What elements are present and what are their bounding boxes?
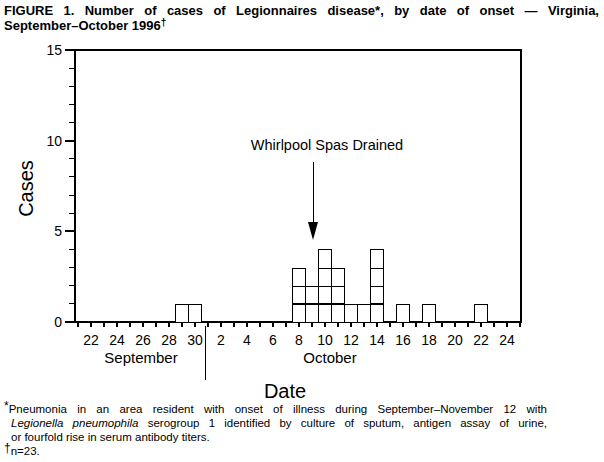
y-axis-minor-tick <box>69 195 74 196</box>
case-box <box>370 249 384 268</box>
case-box <box>357 304 371 323</box>
x-axis-tick <box>233 322 235 327</box>
footnote-1-line-3: or fourfold rise in serum antibody titer… <box>4 430 547 444</box>
y-axis-minor-tick <box>69 68 74 69</box>
case-box <box>331 304 345 323</box>
x-axis-tick-label: 4 <box>243 332 251 348</box>
case-box <box>175 304 189 323</box>
x-axis-tick-label: 18 <box>421 332 437 348</box>
x-axis-tick <box>77 322 79 327</box>
case-box <box>188 304 202 323</box>
case-box <box>370 304 384 323</box>
annotation-label: Whirlpool Spas Drained <box>251 137 403 153</box>
x-axis-tick <box>142 322 144 327</box>
y-axis-tick <box>65 49 74 51</box>
y-axis-tick-label: 15 <box>34 42 62 58</box>
x-axis-tick <box>116 322 118 327</box>
case-box <box>318 268 332 287</box>
x-axis-tick <box>168 322 170 327</box>
case-box <box>370 268 384 287</box>
y-axis-minor-tick <box>69 249 74 250</box>
case-box <box>292 304 306 323</box>
x-axis-tick-label: 12 <box>343 332 359 348</box>
y-axis-tick <box>65 321 74 323</box>
x-axis-tick <box>441 322 443 327</box>
x-axis-tick-label: 30 <box>187 332 203 348</box>
x-axis-tick <box>90 322 92 327</box>
month-divider-line <box>205 326 206 380</box>
footnote-1-line-2: Legionella pneumophila serogroup 1 ident… <box>4 416 547 430</box>
footnotes: *Pneumonia in an area resident with onse… <box>4 402 547 458</box>
x-axis-tick <box>415 322 417 327</box>
month-label-september: September <box>104 349 177 366</box>
y-axis-minor-tick <box>69 158 74 159</box>
y-axis-minor-tick <box>69 104 74 105</box>
case-box <box>318 304 332 323</box>
x-axis-tick <box>103 322 105 327</box>
x-axis-tick <box>467 322 469 327</box>
case-box <box>344 304 358 323</box>
x-axis-tick <box>272 322 274 327</box>
footnote-1-line-1: *Pneumonia in an area resident with onse… <box>4 402 547 416</box>
stack-divider-line <box>370 303 384 305</box>
case-box <box>305 304 319 323</box>
x-axis-tick-label: 24 <box>109 332 125 348</box>
x-axis-tick-label: 6 <box>269 332 277 348</box>
y-axis-minor-tick <box>69 122 74 123</box>
x-axis-tick <box>246 322 248 327</box>
x-axis-tick-label: 14 <box>369 332 385 348</box>
case-box <box>331 268 345 287</box>
y-axis-minor-tick <box>69 285 74 286</box>
y-axis-minor-tick <box>69 213 74 214</box>
month-label-october: October <box>303 349 356 366</box>
case-box <box>396 304 410 323</box>
x-axis-tick <box>454 322 456 327</box>
x-axis-tick-label: 8 <box>295 332 303 348</box>
x-axis-tick <box>155 322 157 327</box>
x-axis-tick-label: 24 <box>499 332 515 348</box>
y-axis-tick-label: 10 <box>34 133 62 149</box>
figure-title-line1: FIGURE 1. Number of cases of Legionnaire… <box>4 3 599 18</box>
x-axis-tick <box>519 322 521 327</box>
y-axis-minor-tick <box>69 303 74 304</box>
x-axis-tick <box>220 322 222 327</box>
x-axis-tick <box>389 322 391 327</box>
case-box <box>474 304 488 323</box>
y-axis-title: Cases <box>15 159 38 219</box>
x-axis-title: Date <box>264 380 306 403</box>
x-axis-tick-label: 22 <box>473 332 489 348</box>
footnote-2: †n=23. <box>4 444 547 458</box>
case-box <box>422 304 436 323</box>
figure-title-line2: September–October 1996† <box>4 18 599 33</box>
x-axis-tick <box>285 322 287 327</box>
x-axis-tick-label: 20 <box>447 332 463 348</box>
annotation-arrow-line <box>313 162 314 224</box>
x-axis-tick-label: 16 <box>395 332 411 348</box>
x-axis-tick-label: 28 <box>161 332 177 348</box>
case-box <box>292 268 306 287</box>
y-axis-minor-tick <box>69 86 74 87</box>
stack-divider-line <box>292 303 345 305</box>
x-axis-tick-label: 2 <box>217 332 225 348</box>
y-axis-minor-tick <box>69 267 74 268</box>
y-axis-tick-label: 0 <box>34 314 62 330</box>
x-axis-tick <box>207 322 209 327</box>
x-axis-tick <box>506 322 508 327</box>
x-axis-tick <box>259 322 261 327</box>
y-axis-tick-label: 5 <box>34 223 62 239</box>
y-axis-tick <box>65 140 74 142</box>
y-axis-minor-tick <box>69 176 74 177</box>
x-axis-tick <box>493 322 495 327</box>
annotation-arrowhead <box>308 222 318 240</box>
case-box <box>318 249 332 268</box>
x-axis-tick-label: 22 <box>83 332 99 348</box>
x-axis-tick-label: 26 <box>135 332 151 348</box>
title-dagger-marker: † <box>161 17 167 28</box>
y-axis-tick <box>65 230 74 232</box>
figure-title: FIGURE 1. Number of cases of Legionnaire… <box>4 3 599 33</box>
x-axis-tick-label: 10 <box>317 332 333 348</box>
x-axis-tick <box>129 322 131 327</box>
